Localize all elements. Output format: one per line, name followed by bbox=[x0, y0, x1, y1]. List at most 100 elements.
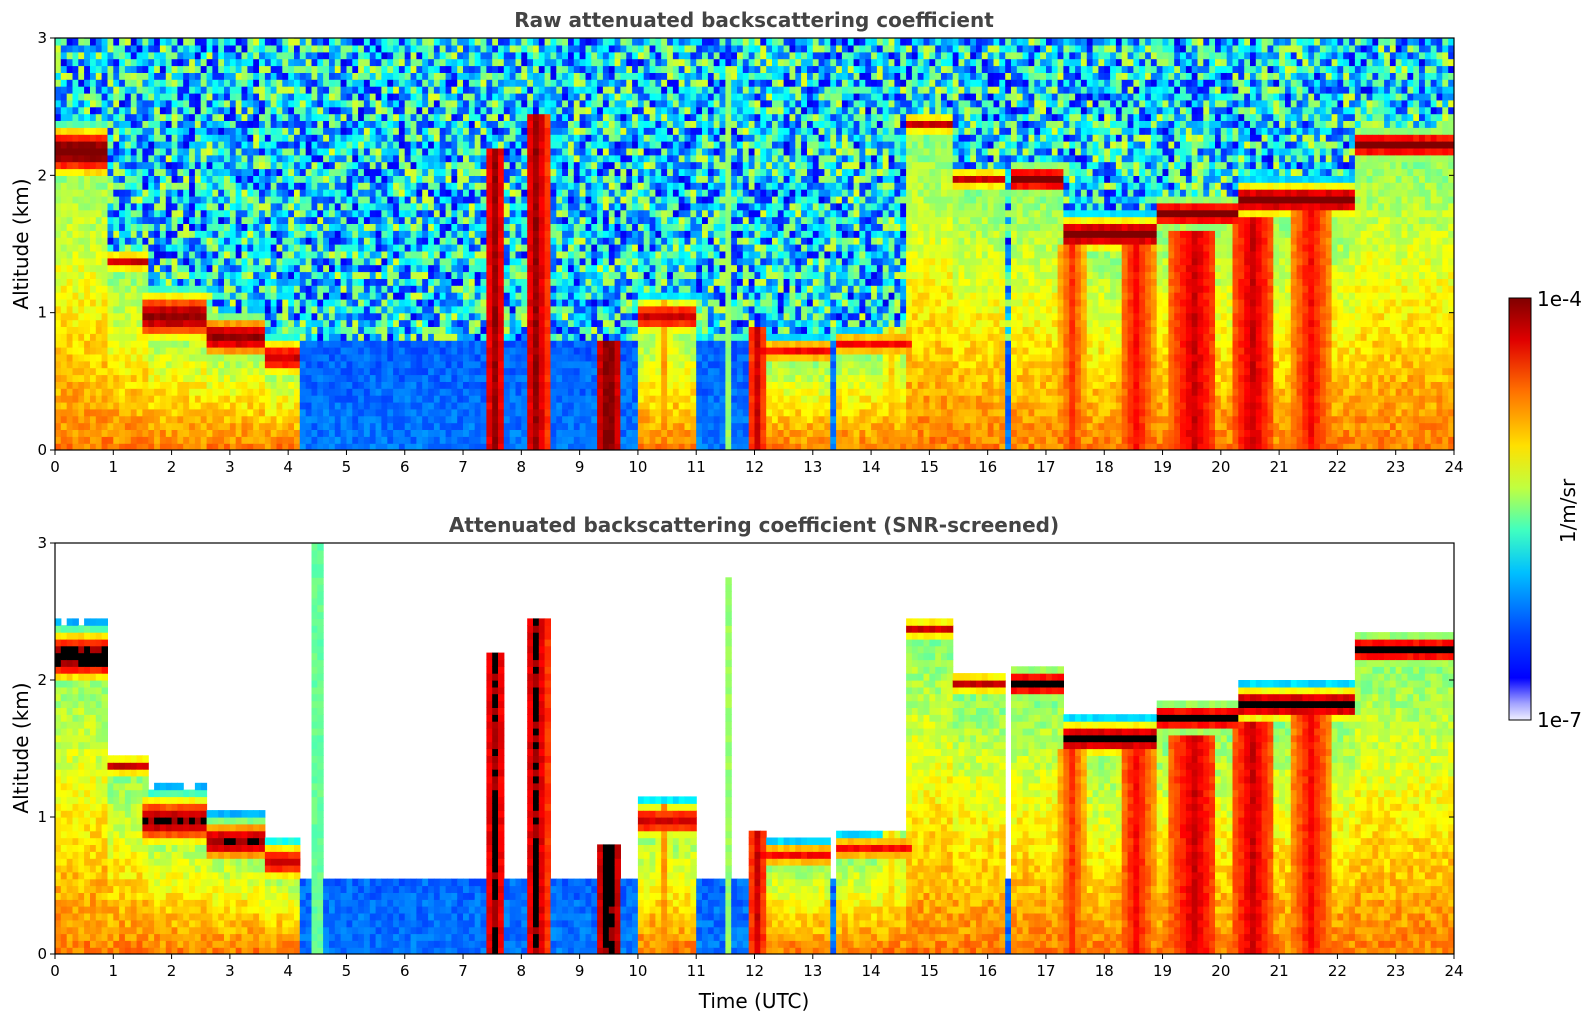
heatmap-cell bbox=[515, 189, 522, 197]
heatmap-cell bbox=[276, 147, 283, 156]
heatmap-cell bbox=[311, 65, 318, 73]
heatmap-cell bbox=[259, 113, 266, 121]
heatmap-cell bbox=[498, 244, 505, 252]
heatmap-cell bbox=[270, 388, 278, 396]
heatmap-cell bbox=[363, 99, 371, 108]
heatmap-cell bbox=[194, 134, 202, 142]
heatmap-cell bbox=[113, 278, 120, 286]
heatmap-cell bbox=[358, 353, 365, 362]
heatmap-cell bbox=[55, 367, 62, 376]
heatmap-cell bbox=[90, 250, 97, 259]
heatmap-cell bbox=[369, 209, 377, 218]
heatmap-cell bbox=[509, 175, 517, 183]
heatmap-cell bbox=[124, 347, 132, 355]
heatmap-cell bbox=[521, 120, 528, 128]
heatmap-cell bbox=[340, 360, 347, 369]
heatmap-cell bbox=[253, 86, 260, 94]
heatmap-cell bbox=[422, 38, 429, 46]
heatmap-cell bbox=[503, 285, 511, 293]
heatmap-cell bbox=[439, 237, 447, 245]
heatmap-cell bbox=[113, 195, 120, 204]
heatmap-cell bbox=[235, 216, 243, 224]
heatmap-cell bbox=[323, 408, 330, 417]
heatmap-cell bbox=[369, 429, 377, 437]
heatmap-cell bbox=[480, 44, 487, 53]
heatmap-cell bbox=[387, 278, 394, 286]
heatmap-cell bbox=[253, 72, 260, 80]
heatmap-cell bbox=[113, 127, 120, 135]
heatmap-cell bbox=[259, 106, 266, 115]
heatmap-cell bbox=[194, 443, 202, 450]
heatmap-cell bbox=[200, 237, 208, 245]
heatmap-cell bbox=[241, 326, 248, 334]
heatmap-cell bbox=[428, 161, 435, 170]
heatmap-cell bbox=[358, 360, 365, 369]
heatmap-cell bbox=[148, 120, 155, 128]
heatmap-cell bbox=[235, 202, 243, 211]
heatmap-cell bbox=[224, 141, 231, 149]
heatmap-cell bbox=[474, 298, 482, 307]
heatmap-cell bbox=[60, 271, 68, 279]
heatmap-cell bbox=[165, 292, 173, 300]
heatmap-cell bbox=[428, 436, 435, 444]
heatmap-cell bbox=[288, 340, 295, 348]
heatmap-cell bbox=[165, 278, 173, 286]
heatmap-cell bbox=[60, 147, 68, 156]
heatmap-cell bbox=[474, 147, 482, 156]
heatmap-cell bbox=[72, 401, 79, 410]
heatmap-cell bbox=[311, 134, 318, 142]
heatmap-cell bbox=[305, 168, 313, 176]
heatmap-cell bbox=[282, 298, 289, 307]
heatmap-cell bbox=[387, 298, 394, 307]
heatmap-cell bbox=[142, 388, 149, 396]
heatmap-cell bbox=[451, 120, 458, 128]
heatmap-cell bbox=[463, 65, 470, 73]
heatmap-cell bbox=[398, 278, 406, 286]
heatmap-cell bbox=[352, 278, 359, 286]
heatmap-cell bbox=[358, 408, 365, 417]
heatmap-cell bbox=[55, 120, 62, 128]
heatmap-cell bbox=[428, 244, 435, 252]
heatmap-cell bbox=[346, 99, 353, 108]
heatmap-cell bbox=[194, 58, 202, 67]
heatmap-cell bbox=[264, 401, 272, 410]
heatmap-cell bbox=[224, 443, 231, 450]
heatmap-cell bbox=[78, 51, 85, 60]
heatmap-cell bbox=[375, 134, 382, 142]
heatmap-cell bbox=[288, 223, 295, 231]
heatmap-cell bbox=[136, 381, 143, 389]
heatmap-cell bbox=[194, 99, 202, 108]
heatmap-cell bbox=[363, 175, 371, 183]
heatmap-cell bbox=[398, 134, 406, 142]
heatmap-cell bbox=[398, 381, 406, 389]
heatmap-cell bbox=[224, 388, 231, 396]
heatmap-cell bbox=[253, 189, 260, 197]
heatmap-cell bbox=[340, 209, 347, 218]
heatmap-cell bbox=[229, 216, 237, 224]
heatmap-cell bbox=[130, 257, 138, 266]
heatmap-cell bbox=[171, 127, 178, 135]
heatmap-cell bbox=[503, 278, 511, 286]
heatmap-cell bbox=[433, 65, 441, 73]
heatmap-cell bbox=[113, 79, 120, 87]
heatmap-cell bbox=[463, 113, 470, 121]
heatmap-cell bbox=[241, 395, 248, 403]
heatmap-cell bbox=[119, 298, 126, 307]
heatmap-cell bbox=[171, 92, 178, 101]
heatmap-cell bbox=[433, 319, 441, 327]
heatmap-cell bbox=[422, 305, 429, 314]
heatmap-cell bbox=[445, 436, 452, 444]
heatmap-cell bbox=[159, 230, 167, 238]
heatmap-cell bbox=[142, 326, 149, 334]
heatmap-cell bbox=[369, 271, 377, 279]
heatmap-cell bbox=[375, 360, 382, 369]
heatmap-cell bbox=[154, 154, 161, 163]
heatmap-cell bbox=[276, 99, 283, 108]
heatmap-cell bbox=[148, 250, 155, 259]
heatmap-cell bbox=[159, 312, 167, 321]
heatmap-cell bbox=[66, 388, 74, 396]
heatmap-cell bbox=[398, 237, 406, 245]
heatmap-cell bbox=[229, 305, 237, 314]
heatmap-cell bbox=[194, 347, 202, 355]
heatmap-cell bbox=[503, 298, 511, 307]
